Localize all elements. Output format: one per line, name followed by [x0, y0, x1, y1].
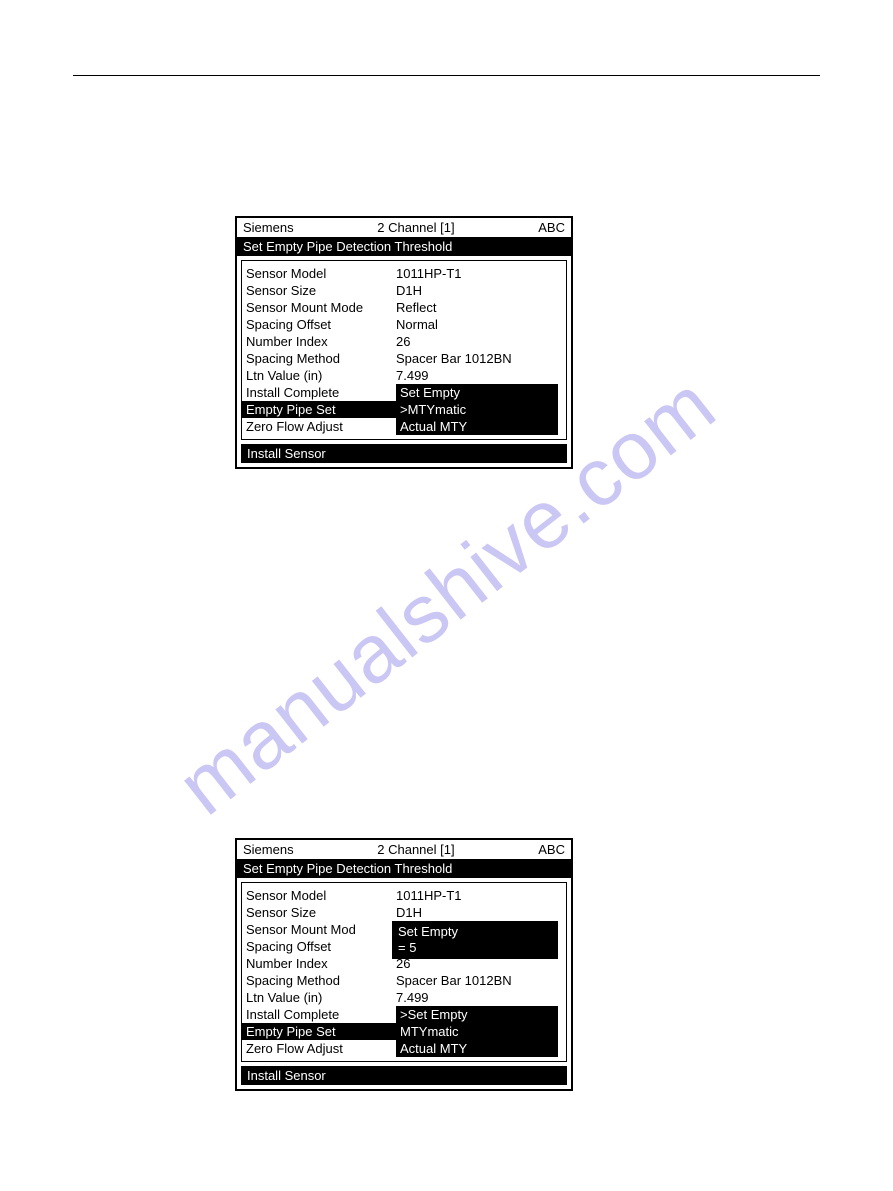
data-row: Install Complete Set Empty	[242, 384, 566, 401]
data-row-highlighted: Empty Pipe Set MTYmatic	[242, 1023, 566, 1040]
row-value: 26	[396, 333, 562, 350]
row-value: Normal	[396, 316, 562, 333]
data-row: Number Index 26	[242, 333, 566, 350]
data-row: Sensor Size D1H	[242, 282, 566, 299]
row-value: Spacer Bar 1012BN	[396, 972, 562, 989]
data-row: Sensor Mount Mode Reflect	[242, 299, 566, 316]
row-value: >MTYmatic	[396, 401, 558, 418]
popup-line2: = 5	[398, 940, 552, 956]
data-row: Sensor Size D1H	[242, 904, 566, 921]
row-label: Install Complete	[246, 1006, 396, 1023]
data-row: Sensor Model 1011HP-T1	[242, 265, 566, 282]
row-value: 7.499	[396, 367, 562, 384]
row-label: Install Complete	[246, 384, 396, 401]
header-row: Siemens 2 Channel [1] ABC	[237, 218, 571, 237]
row-label: Sensor Size	[246, 282, 396, 299]
title-bar: Set Empty Pipe Detection Threshold	[237, 237, 571, 256]
data-row: Spacing Method Spacer Bar 1012BN	[242, 350, 566, 367]
row-value: 1011HP-T1	[396, 265, 562, 282]
data-row-highlighted: Empty Pipe Set >MTYmatic	[242, 401, 566, 418]
row-value: 1011HP-T1	[396, 887, 562, 904]
header-center: 2 Channel [1]	[377, 220, 454, 235]
data-row: Zero Flow Adjust Actual MTY	[242, 1040, 566, 1057]
inner-box: Sensor Model 1011HP-T1 Sensor Size D1H S…	[241, 260, 567, 440]
content-area: Sensor Model 1011HP-T1 Sensor Size D1H S…	[237, 256, 571, 463]
header-right: ABC	[538, 842, 565, 857]
lcd-screen-2: Siemens 2 Channel [1] ABC Set Empty Pipe…	[235, 838, 573, 1091]
row-label: Empty Pipe Set	[242, 401, 396, 418]
row-value: Reflect	[396, 299, 562, 316]
row-label: Ltn Value (in)	[246, 989, 396, 1006]
popup-line1: Set Empty	[398, 924, 552, 940]
popup-overlay: Set Empty = 5	[392, 921, 558, 959]
data-row: Ltn Value (in) 7.499	[242, 367, 566, 384]
row-value: >Set Empty	[396, 1006, 558, 1023]
header-left: Siemens	[243, 220, 294, 235]
row-label: Spacing Offset	[246, 316, 396, 333]
row-label: Sensor Mount Mode	[246, 299, 396, 316]
footer-bar: Install Sensor	[241, 444, 567, 463]
content-area: Sensor Model 1011HP-T1 Sensor Size D1H S…	[237, 878, 571, 1085]
header-right: ABC	[538, 220, 565, 235]
row-value: 7.499	[396, 989, 562, 1006]
row-label: Zero Flow Adjust	[246, 1040, 396, 1057]
data-row: Spacing Method Spacer Bar 1012BN	[242, 972, 566, 989]
row-label: Sensor Model	[246, 265, 396, 282]
footer-bar: Install Sensor	[241, 1066, 567, 1085]
header-center: 2 Channel [1]	[377, 842, 454, 857]
row-label: Sensor Size	[246, 904, 396, 921]
header-row: Siemens 2 Channel [1] ABC	[237, 840, 571, 859]
data-row: Install Complete >Set Empty	[242, 1006, 566, 1023]
row-label: Empty Pipe Set	[242, 1023, 396, 1040]
top-divider-line	[73, 75, 820, 76]
data-row: Zero Flow Adjust Actual MTY	[242, 418, 566, 435]
inner-box: Sensor Model 1011HP-T1 Sensor Size D1H S…	[241, 882, 567, 1062]
row-value: Actual MTY	[396, 1040, 558, 1057]
title-bar: Set Empty Pipe Detection Threshold	[237, 859, 571, 878]
row-value: D1H	[396, 904, 562, 921]
row-label: Ltn Value (in)	[246, 367, 396, 384]
row-value: Spacer Bar 1012BN	[396, 350, 562, 367]
row-label: Spacing Offset	[246, 938, 396, 955]
header-left: Siemens	[243, 842, 294, 857]
data-row: Ltn Value (in) 7.499	[242, 989, 566, 1006]
lcd-screen-1: Siemens 2 Channel [1] ABC Set Empty Pipe…	[235, 216, 573, 469]
data-row: Sensor Model 1011HP-T1	[242, 887, 566, 904]
data-row: Spacing Offset Normal	[242, 316, 566, 333]
row-label: Sensor Model	[246, 887, 396, 904]
row-value: Set Empty	[396, 384, 558, 401]
row-value: MTYmatic	[396, 1023, 558, 1040]
row-value: D1H	[396, 282, 562, 299]
row-label: Number Index	[246, 333, 396, 350]
row-value: Actual MTY	[396, 418, 558, 435]
row-label: Number Index	[246, 955, 396, 972]
row-label: Sensor Mount Mod	[246, 921, 396, 938]
row-label: Spacing Method	[246, 972, 396, 989]
row-label: Zero Flow Adjust	[246, 418, 396, 435]
row-label: Spacing Method	[246, 350, 396, 367]
